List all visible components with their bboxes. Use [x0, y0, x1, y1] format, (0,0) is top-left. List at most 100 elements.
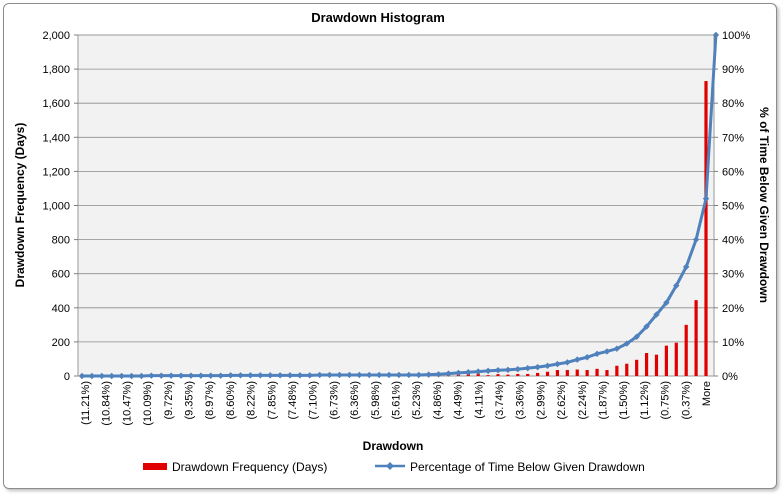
chart-title: Drawdown Histogram — [311, 10, 445, 25]
histogram-bar — [496, 374, 500, 376]
line-marker — [118, 372, 125, 380]
histogram-bar — [545, 371, 550, 376]
x-tick-label: (7.48%) — [287, 381, 299, 420]
line-marker — [494, 367, 502, 374]
y-tick-label: 400 — [52, 303, 70, 315]
line-marker — [148, 372, 155, 379]
histogram-bar — [674, 342, 678, 376]
x-tick-label: (2.24%) — [577, 381, 589, 420]
x-tick-label: (1.12%) — [639, 381, 651, 420]
line-marker — [375, 371, 383, 379]
y2-tick-label: 100% — [722, 30, 750, 42]
x-tick-label: (5.61%) — [391, 381, 403, 420]
x-tick-label: (11.21%) — [80, 381, 92, 425]
histogram-bar — [635, 359, 639, 376]
x-tick-label: (3.74%) — [494, 381, 506, 420]
y2-tick-label: 50% — [722, 201, 744, 213]
y-tick-label: 2,000 — [42, 30, 70, 42]
line-marker — [574, 356, 581, 363]
line-marker — [336, 371, 343, 379]
y2-tick-label: 10% — [722, 337, 744, 349]
right-axis-ticks: 0% 10% 20% 30% 40% 50% 60% 70% 80% 90% 100% — [714, 30, 750, 383]
x-axis-title: Drawdown — [363, 439, 424, 453]
y-tick-label: 1,000 — [42, 201, 70, 213]
y-tick-label: 1,600 — [42, 98, 70, 110]
line-marker — [425, 371, 432, 378]
line-marker — [217, 372, 224, 379]
line-marker — [98, 372, 106, 380]
line-marker — [474, 368, 482, 375]
line-marker — [663, 299, 670, 306]
line-marker — [633, 333, 640, 340]
x-tick-label: (7.10%) — [308, 381, 320, 420]
line-marker — [534, 363, 541, 371]
x-tick-label: (8.22%) — [246, 381, 258, 420]
line-marker — [158, 372, 165, 379]
x-tick-label: More — [701, 381, 713, 406]
histogram-bar — [644, 352, 649, 376]
y2-axis-title: % of Time Below Given Drawdown — [757, 107, 771, 303]
y2-tick-label: 0% — [722, 371, 738, 383]
line-marker — [702, 195, 710, 202]
line-marker — [643, 323, 650, 330]
line-marker — [197, 372, 205, 379]
y-tick-label: 1,400 — [42, 132, 70, 144]
line-marker — [514, 365, 522, 373]
line-marker — [356, 371, 363, 379]
line-marker — [583, 354, 591, 361]
line-marker — [346, 371, 353, 379]
line-marker — [276, 372, 284, 379]
x-tick-label: (0.75%) — [660, 381, 672, 420]
histogram-bar — [654, 354, 659, 376]
x-tick-label: (1.87%) — [598, 381, 610, 420]
line-marker — [682, 263, 690, 271]
line-marker — [484, 367, 492, 375]
left-axis-ticks: 0 200 400 600 800 1,000 1,200 1,400 1,600 1,800 2,… — [42, 30, 78, 383]
x-tick-label: (9.35%) — [184, 381, 196, 420]
line-marker — [306, 372, 314, 379]
line-marker — [385, 371, 393, 379]
y2-tick-label: 70% — [722, 132, 744, 144]
x-tick-label: (8.60%) — [225, 381, 237, 420]
y-tick-label: 800 — [52, 235, 70, 247]
x-tick-label: (7.85%) — [266, 381, 278, 420]
line-marker — [128, 372, 135, 380]
line-marker — [564, 359, 571, 366]
line-marker — [207, 372, 214, 379]
legend-bar-label: Drawdown Frequency (Days) — [172, 460, 327, 474]
x-tick-label: (5.23%) — [411, 381, 423, 420]
y-axis-title: Drawdown Frequency (Days) — [13, 123, 27, 288]
line-marker — [435, 371, 442, 378]
x-tick-label: (4.11%) — [473, 381, 485, 419]
x-axis-ticks: (11.21%) (10.84%) (10.47%) (10.09%) (9.72%) (… — [80, 381, 713, 426]
line-marker — [455, 369, 462, 377]
histogram-bar — [536, 372, 540, 376]
line-marker — [177, 372, 185, 379]
y-tick-label: 1,200 — [42, 166, 70, 178]
x-tick-label: (1.50%) — [618, 381, 630, 420]
line-marker — [395, 371, 403, 379]
histogram-bar — [625, 363, 629, 376]
histogram-bar — [704, 81, 708, 376]
y2-tick-label: 60% — [722, 166, 744, 178]
y2-tick-label: 80% — [722, 98, 744, 110]
line-marker — [227, 372, 234, 379]
x-tick-label: (8.97%) — [204, 381, 216, 420]
line-marker — [544, 362, 551, 369]
line-marker — [405, 371, 413, 379]
y2-tick-label: 90% — [722, 64, 744, 76]
line-marker — [366, 371, 373, 379]
y2-tick-label: 30% — [722, 269, 744, 281]
line-marker — [237, 372, 244, 379]
x-tick-label: (2.62%) — [556, 381, 568, 420]
histogram-bar — [585, 370, 589, 376]
line-marker — [316, 371, 323, 379]
line-marker — [504, 366, 512, 374]
line-marker — [613, 345, 621, 352]
line-marker — [78, 372, 86, 380]
y2-tick-label: 20% — [722, 303, 744, 315]
line-marker — [445, 370, 452, 377]
line-marker — [108, 372, 115, 380]
line-marker — [653, 311, 660, 318]
line-marker — [465, 369, 472, 376]
